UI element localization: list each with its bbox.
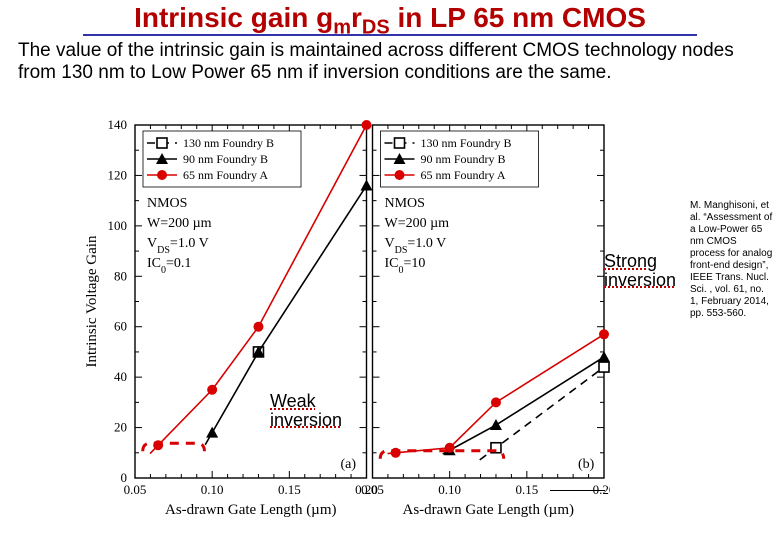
svg-text:W=200 µm: W=200 µm — [147, 216, 212, 231]
svg-text:130 nm Foundry B: 130 nm Foundry B — [421, 136, 512, 150]
svg-text:100: 100 — [108, 218, 128, 233]
chart-figure: Intrinsic Voltage Gain020406080100120140… — [80, 120, 610, 520]
svg-text:0.10: 0.10 — [201, 482, 224, 497]
svg-text:Intrinsic Voltage Gain: Intrinsic Voltage Gain — [84, 235, 100, 367]
svg-text:(b): (b) — [578, 457, 595, 472]
svg-text:NMOS: NMOS — [385, 196, 425, 211]
citation-text: M. Manghisoni, et al. “Assessment of a L… — [690, 200, 774, 320]
svg-text:As-drawn Gate Length (µm): As-drawn Gate Length (µm) — [165, 502, 337, 518]
svg-text:As-drawn Gate Length (µm): As-drawn Gate Length (µm) — [402, 502, 574, 518]
svg-text:NMOS: NMOS — [147, 196, 187, 211]
svg-text:140: 140 — [108, 120, 128, 132]
svg-text:40: 40 — [114, 369, 127, 384]
svg-text:80: 80 — [114, 268, 127, 283]
annotation-weak-inversion: Weak inversion — [270, 392, 342, 430]
svg-text:VDS=1.0 V: VDS=1.0 V — [147, 236, 209, 256]
svg-text:60: 60 — [114, 319, 127, 334]
footer-line — [550, 490, 605, 491]
intro-text: The value of the intrinsic gain is maint… — [18, 40, 738, 84]
svg-text:0.15: 0.15 — [278, 482, 301, 497]
svg-text:VDS=1.0 V: VDS=1.0 V — [385, 236, 447, 256]
svg-text:20: 20 — [114, 420, 127, 435]
svg-text:0.05: 0.05 — [361, 482, 384, 497]
title-mid: r — [351, 2, 362, 33]
svg-text:W=200 µm: W=200 µm — [385, 216, 450, 231]
svg-text:0.15: 0.15 — [515, 482, 538, 497]
title-prefix: Intrinsic gain g — [134, 2, 333, 33]
svg-text:120: 120 — [108, 167, 128, 182]
svg-text:130 nm Foundry B: 130 nm Foundry B — [183, 136, 274, 150]
svg-text:0.05: 0.05 — [124, 482, 147, 497]
chart-svg: Intrinsic Voltage Gain020406080100120140… — [80, 120, 610, 520]
svg-text:IC0=0.1: IC0=0.1 — [147, 256, 191, 276]
annotation-strong-inversion: Strong inversion — [604, 252, 676, 290]
title-underline — [83, 34, 697, 36]
svg-text:65 nm Foundry A: 65 nm Foundry A — [421, 168, 506, 182]
svg-text:0.10: 0.10 — [438, 482, 461, 497]
title-suffix: in LP 65 nm CMOS — [390, 2, 646, 33]
svg-text:65 nm Foundry A: 65 nm Foundry A — [183, 168, 268, 182]
svg-text:IC0=10: IC0=10 — [385, 256, 426, 276]
svg-text:90 nm Foundry B: 90 nm Foundry B — [183, 152, 268, 166]
svg-text:(a): (a) — [341, 457, 357, 472]
svg-text:90 nm Foundry B: 90 nm Foundry B — [421, 152, 506, 166]
